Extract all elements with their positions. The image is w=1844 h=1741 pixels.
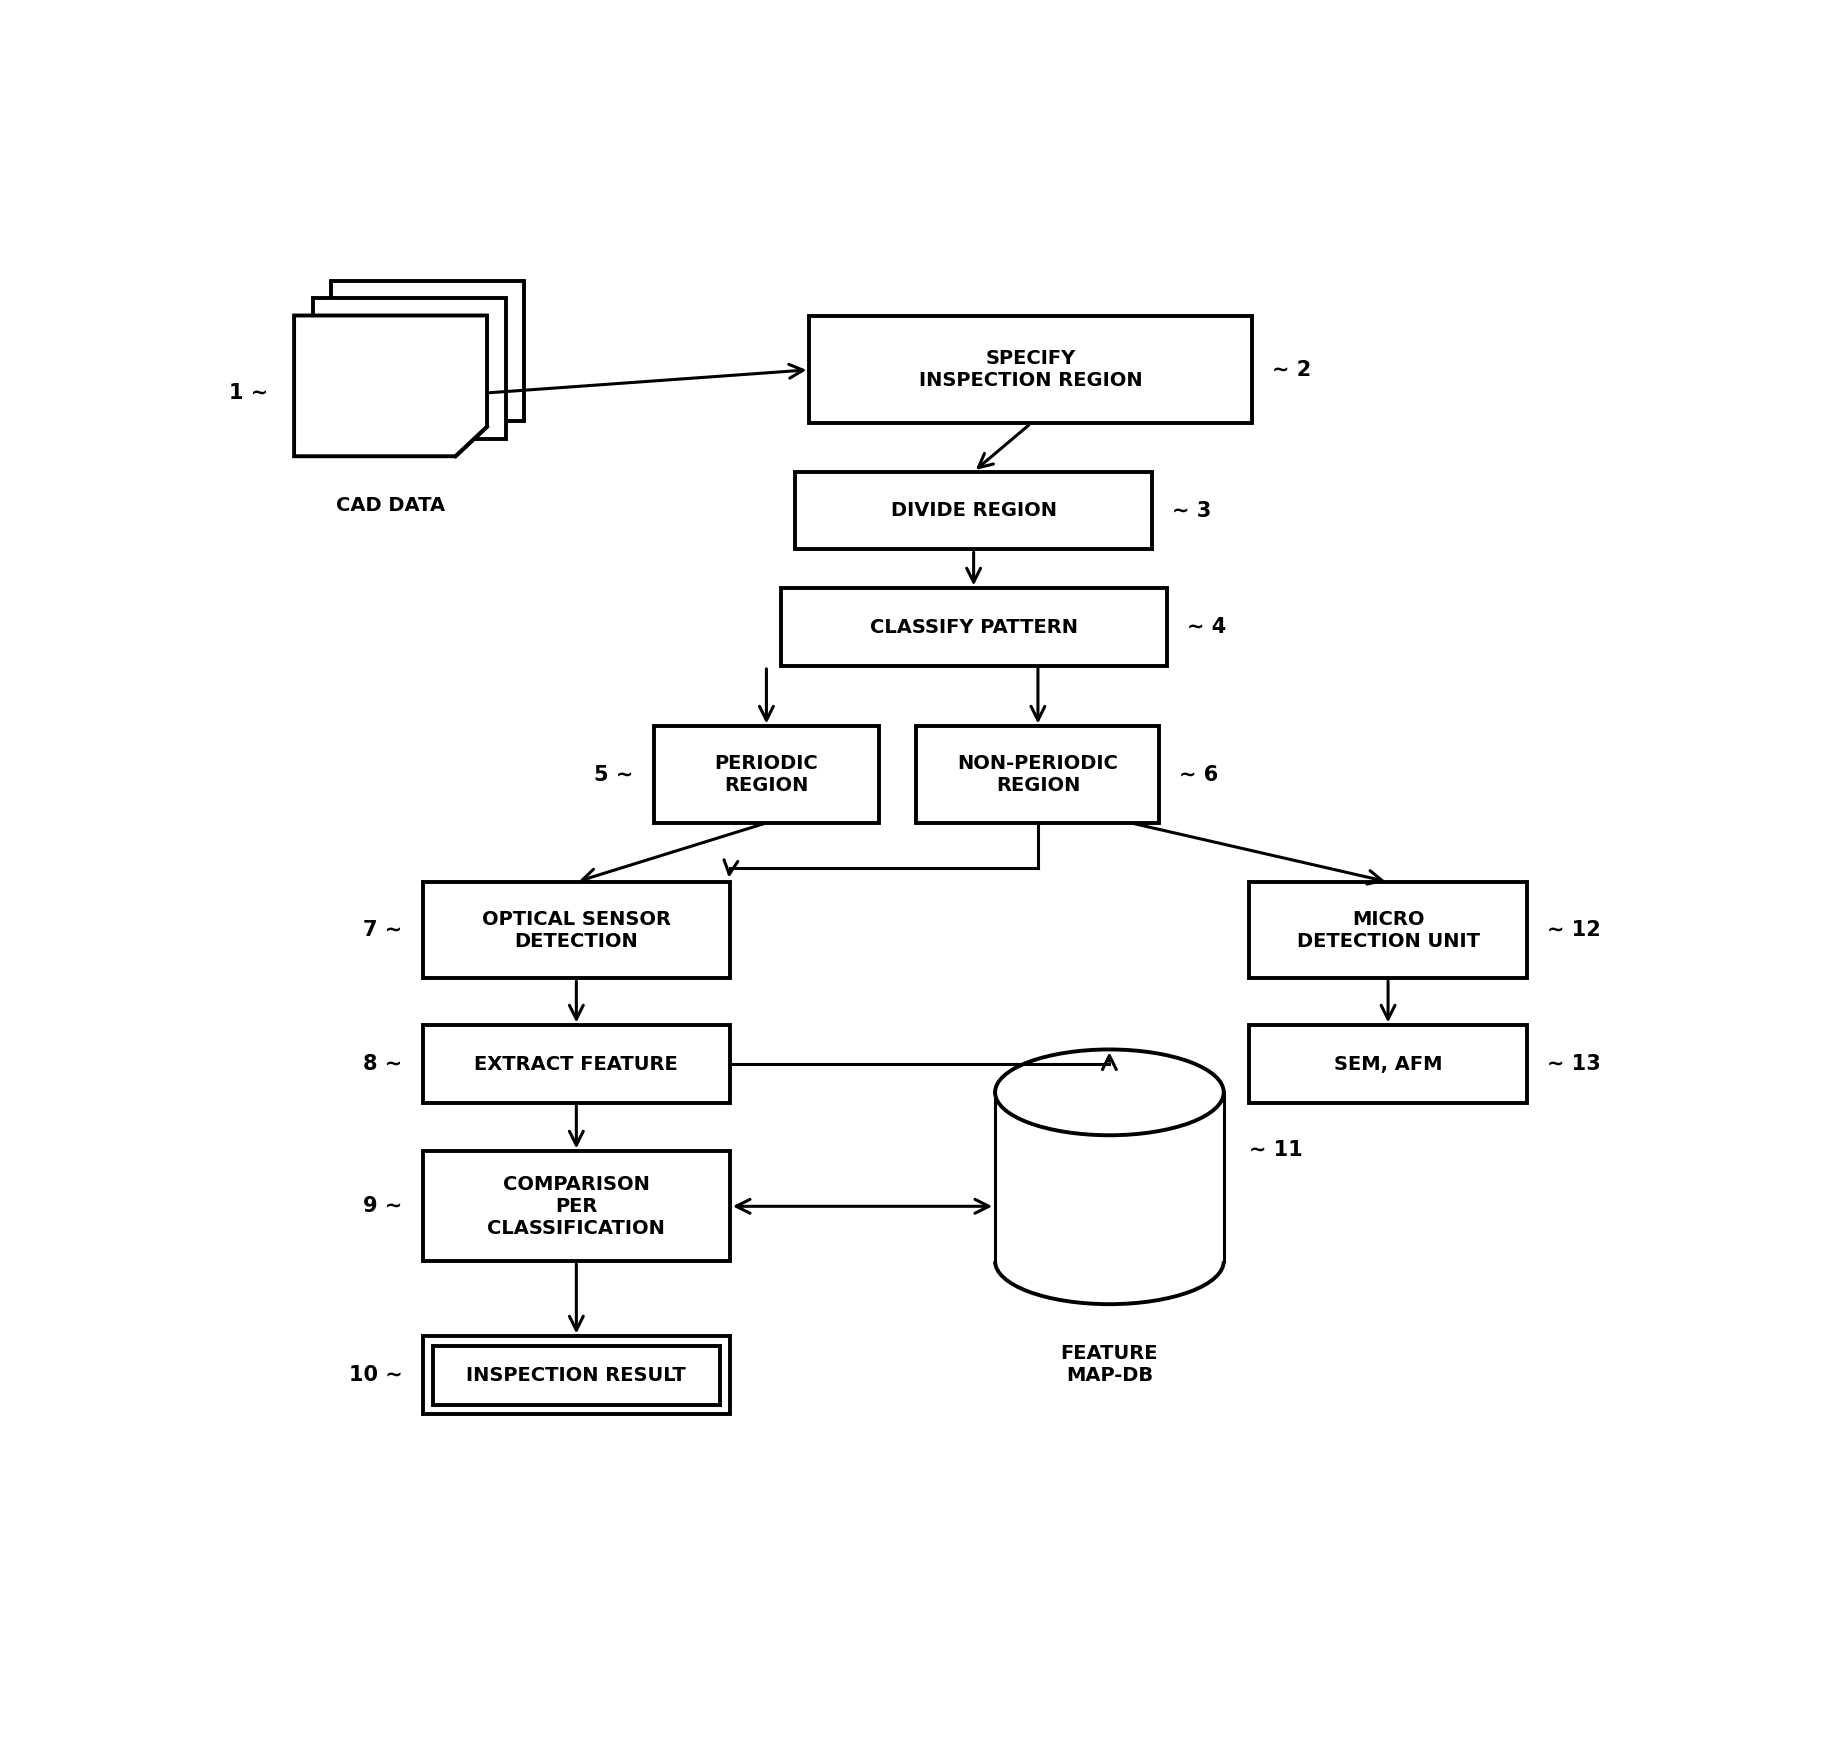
Text: FEATURE
MAP-DB: FEATURE MAP-DB xyxy=(1060,1344,1158,1386)
Polygon shape xyxy=(293,315,487,456)
Text: ∼ 11: ∼ 11 xyxy=(1250,1140,1304,1160)
Bar xyxy=(433,1346,719,1405)
Bar xyxy=(313,298,505,439)
Text: 5 ∼: 5 ∼ xyxy=(594,764,634,785)
Text: 8 ∼: 8 ∼ xyxy=(363,1055,402,1074)
Bar xyxy=(422,1025,730,1104)
Bar xyxy=(916,726,1160,823)
Text: MICRO
DETECTION UNIT: MICRO DETECTION UNIT xyxy=(1296,909,1479,951)
Text: ∼ 12: ∼ 12 xyxy=(1547,921,1601,940)
Text: EXTRACT FEATURE: EXTRACT FEATURE xyxy=(474,1055,679,1074)
Text: DIVIDE REGION: DIVIDE REGION xyxy=(891,501,1057,521)
Text: 9 ∼: 9 ∼ xyxy=(363,1196,402,1217)
Text: NON-PERIODIC
REGION: NON-PERIODIC REGION xyxy=(957,754,1117,796)
Text: 10 ∼: 10 ∼ xyxy=(349,1365,402,1386)
Bar xyxy=(422,1151,730,1260)
Text: 1 ∼: 1 ∼ xyxy=(229,383,269,402)
Text: ∼ 3: ∼ 3 xyxy=(1173,501,1212,521)
Bar xyxy=(996,1092,1224,1260)
Text: 7 ∼: 7 ∼ xyxy=(363,921,402,940)
Text: ∼ 2: ∼ 2 xyxy=(1272,360,1311,380)
Bar xyxy=(332,280,524,421)
Bar xyxy=(422,883,730,978)
Text: OPTICAL SENSOR
DETECTION: OPTICAL SENSOR DETECTION xyxy=(481,909,671,951)
Ellipse shape xyxy=(996,1050,1224,1135)
Text: SPECIFY
INSPECTION REGION: SPECIFY INSPECTION REGION xyxy=(918,350,1143,390)
Bar xyxy=(795,472,1152,550)
Bar xyxy=(780,588,1167,667)
Text: SEM, AFM: SEM, AFM xyxy=(1333,1055,1442,1074)
Text: ∼ 6: ∼ 6 xyxy=(1180,764,1219,785)
Text: ∼ 4: ∼ 4 xyxy=(1186,616,1226,637)
Bar xyxy=(1248,1025,1527,1104)
Text: COMPARISON
PER
CLASSIFICATION: COMPARISON PER CLASSIFICATION xyxy=(487,1175,666,1238)
Bar xyxy=(810,317,1252,423)
Bar xyxy=(1248,883,1527,978)
Bar xyxy=(653,726,880,823)
Text: ∼ 13: ∼ 13 xyxy=(1547,1055,1601,1074)
Text: INSPECTION RESULT: INSPECTION RESULT xyxy=(467,1365,686,1384)
Text: CAD DATA: CAD DATA xyxy=(336,496,444,515)
Text: CLASSIFY PATTERN: CLASSIFY PATTERN xyxy=(870,618,1077,637)
Text: PERIODIC
REGION: PERIODIC REGION xyxy=(714,754,819,796)
Bar xyxy=(422,1337,730,1414)
